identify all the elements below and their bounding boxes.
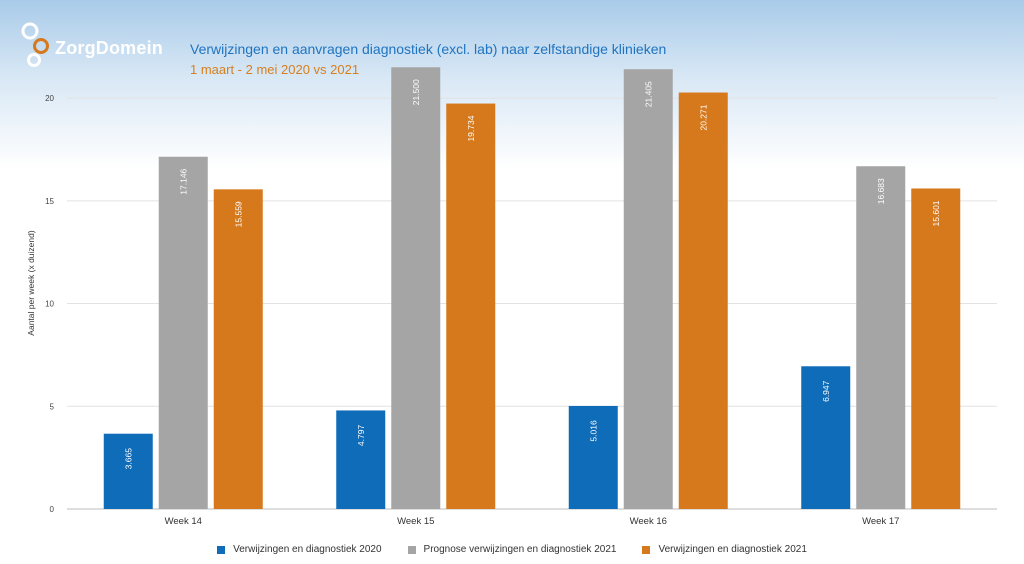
data-label: 5.016 bbox=[588, 420, 598, 442]
data-label: 16.683 bbox=[876, 178, 886, 204]
bar[interactable] bbox=[158, 156, 208, 509]
bar[interactable] bbox=[801, 366, 851, 509]
legend-swatch-prognose-2021 bbox=[407, 545, 416, 554]
chart-subtitle: 1 maart - 2 mei 2020 vs 2021 bbox=[190, 62, 360, 77]
bar[interactable] bbox=[678, 92, 728, 509]
bar[interactable] bbox=[336, 410, 386, 509]
x-tick-label: Week 15 bbox=[397, 516, 434, 527]
y-tick-label: 5 bbox=[50, 402, 55, 411]
chart-title: Verwijzingen en aanvragen diagnostiek (e… bbox=[190, 41, 667, 57]
legend-label-2020: Verwijzingen en diagnostiek 2020 bbox=[233, 544, 382, 555]
bar[interactable] bbox=[623, 69, 673, 509]
legend-label-2021: Verwijzingen en diagnostiek 2021 bbox=[658, 544, 807, 555]
y-tick-label: 20 bbox=[45, 94, 54, 103]
data-label: 20.271 bbox=[698, 104, 708, 130]
bar[interactable] bbox=[213, 189, 263, 510]
y-tick-label: 10 bbox=[45, 300, 54, 309]
y-tick-label: 0 bbox=[50, 505, 55, 514]
data-label: 3.665 bbox=[123, 448, 133, 470]
legend-item-2021[interactable]: Verwijzingen en diagnostiek 2021 bbox=[642, 544, 807, 555]
legend-swatch-2021 bbox=[642, 545, 651, 554]
bar[interactable] bbox=[911, 188, 961, 509]
zorgdomein-logo-icon bbox=[21, 22, 49, 67]
bar[interactable] bbox=[446, 103, 496, 509]
bar[interactable] bbox=[103, 433, 153, 509]
legend-item-prognose-2021[interactable]: Prognose verwijzingen en diagnostiek 202… bbox=[407, 544, 617, 555]
data-label: 15.559 bbox=[233, 201, 243, 227]
x-tick-label: Week 14 bbox=[165, 516, 202, 527]
data-label: 21.405 bbox=[643, 81, 653, 107]
data-label: 21.500 bbox=[411, 79, 421, 105]
bar[interactable] bbox=[568, 405, 618, 509]
legend-item-2020[interactable]: Verwijzingen en diagnostiek 2020 bbox=[217, 544, 382, 555]
y-tick-label: 15 bbox=[45, 197, 54, 206]
x-tick-label: Week 16 bbox=[630, 516, 667, 527]
legend-label-prognose-2021: Prognose verwijzingen en diagnostiek 202… bbox=[423, 544, 617, 555]
bar-chart: 0 5 10 15 20 Aantal per week (x duizend) 3.665… bbox=[26, 67, 997, 527]
data-label: 15.601 bbox=[931, 200, 941, 226]
data-label: 17.146 bbox=[178, 168, 188, 194]
data-label: 6.947 bbox=[821, 380, 831, 402]
data-label: 19.734 bbox=[466, 115, 476, 141]
data-label: 4.797 bbox=[356, 425, 366, 447]
brand-name: ZorgDomein bbox=[55, 38, 163, 58]
y-axis-label: Aantal per week (x duizend) bbox=[26, 230, 36, 336]
chart-frame: 0 5 10 15 20 Aantal per week (x duizend) 3.665… bbox=[7, 7, 1017, 557]
x-tick-label: Week 17 bbox=[862, 516, 899, 527]
legend-swatch-2020 bbox=[217, 545, 226, 554]
chart-legend: Verwijzingen en diagnostiek 2020 Prognos… bbox=[0, 544, 1024, 555]
bar[interactable] bbox=[856, 166, 906, 510]
bar[interactable] bbox=[391, 67, 441, 509]
